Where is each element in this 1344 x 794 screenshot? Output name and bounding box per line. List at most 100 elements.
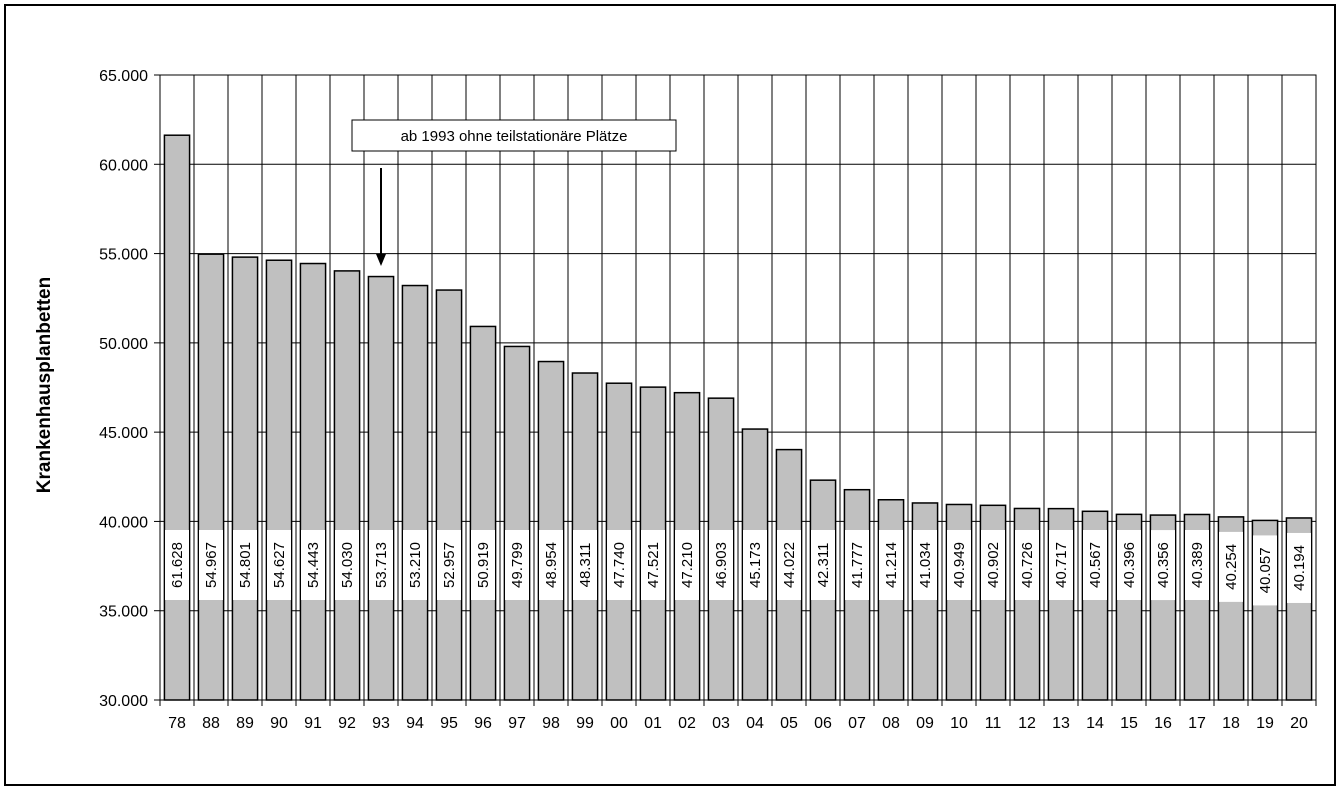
y-tick-label: 60.000 (99, 157, 148, 174)
data-label-box (845, 530, 869, 600)
bar (503, 345, 531, 701)
x-tick-label: 10 (950, 715, 968, 732)
data-label-box (981, 530, 1005, 600)
x-tick-label: 98 (542, 715, 560, 732)
data-label-box (1287, 532, 1311, 603)
data-label-box (403, 530, 427, 600)
bar (367, 275, 395, 701)
bar (401, 284, 429, 701)
x-tick-label: 05 (780, 715, 798, 732)
annotation-text: ab 1993 ohne teilstationäre Plätze (401, 128, 628, 145)
bar (299, 262, 327, 701)
data-label-box (947, 530, 971, 600)
data-label: 40.254 (1223, 544, 1240, 590)
x-tick-label: 15 (1120, 715, 1138, 732)
y-tick-label: 30.000 (99, 693, 148, 710)
x-tick-label: 99 (576, 715, 594, 732)
data-label: 40.356 (1155, 542, 1172, 588)
data-label: 40.902 (985, 542, 1002, 588)
data-label-box (267, 530, 291, 600)
x-tick-label: 91 (304, 715, 322, 732)
y-tick-label: 40.000 (99, 514, 148, 531)
data-label: 40.057 (1257, 547, 1274, 593)
data-label: 40.194 (1291, 545, 1308, 591)
data-label-box (573, 530, 597, 600)
data-label: 45.173 (747, 542, 764, 588)
data-label-box (1185, 530, 1209, 600)
x-tick-label: 12 (1018, 715, 1036, 732)
x-tick-label: 01 (644, 715, 662, 732)
data-label-box (335, 530, 359, 600)
x-tick-label: 90 (270, 715, 288, 732)
x-tick-label: 18 (1222, 715, 1240, 732)
y-axis-label: Krankenhausplanbetten (34, 277, 55, 493)
x-tick-label: 13 (1052, 715, 1070, 732)
data-label: 40.389 (1189, 542, 1206, 588)
data-label-box (811, 530, 835, 600)
data-label-box (1253, 535, 1277, 606)
x-tick-label: 17 (1188, 715, 1206, 732)
data-label-box (743, 530, 767, 600)
annotation-arrow-head (376, 254, 386, 266)
bar (469, 325, 497, 701)
data-label: 40.567 (1087, 542, 1104, 588)
data-label-box (1049, 530, 1073, 600)
data-label-box (777, 530, 801, 600)
x-tick-label: 16 (1154, 715, 1172, 732)
x-tick-label: 00 (610, 715, 628, 732)
data-label: 54.801 (237, 542, 254, 588)
data-label: 47.210 (679, 542, 696, 588)
bar (231, 256, 259, 701)
data-label-box (1015, 530, 1039, 600)
data-label-box (675, 530, 699, 600)
x-tick-label: 04 (746, 715, 764, 732)
data-label: 46.903 (713, 542, 730, 588)
data-label-box (301, 530, 325, 600)
data-label: 54.627 (271, 542, 288, 588)
x-tick-label: 11 (985, 715, 1002, 732)
data-label-box (1219, 531, 1243, 602)
data-label: 40.949 (951, 542, 968, 588)
x-tick-label: 93 (372, 715, 390, 732)
bar (197, 253, 225, 701)
data-label-box (471, 530, 495, 600)
data-label-box (165, 530, 189, 600)
data-label: 49.799 (509, 542, 526, 588)
x-tick-label: 02 (678, 715, 696, 732)
y-tick-label: 45.000 (99, 425, 148, 442)
x-tick-label: 96 (474, 715, 492, 732)
data-label: 47.521 (645, 542, 662, 588)
x-tick-label: 03 (712, 715, 730, 732)
data-label: 47.740 (611, 542, 628, 588)
data-label-box (879, 530, 903, 600)
data-label-box (1151, 530, 1175, 601)
x-tick-label: 09 (916, 715, 934, 732)
data-label: 40.726 (1019, 542, 1036, 588)
bar (265, 259, 293, 701)
data-label: 53.210 (407, 542, 424, 588)
data-label: 53.713 (373, 542, 390, 588)
data-label: 48.311 (577, 543, 594, 588)
data-label: 54.967 (203, 542, 220, 588)
data-label: 41.777 (849, 542, 866, 588)
data-label: 50.919 (475, 542, 492, 588)
x-tick-label: 95 (440, 715, 458, 732)
x-tick-label: 88 (202, 715, 220, 732)
x-tick-label: 78 (168, 715, 186, 732)
data-label: 54.030 (339, 542, 356, 588)
data-label: 40.717 (1053, 542, 1070, 588)
data-label-box (607, 530, 631, 600)
data-label: 52.957 (441, 542, 458, 588)
bar (435, 289, 463, 701)
x-tick-label: 19 (1256, 715, 1274, 732)
data-label: 40.396 (1121, 542, 1138, 588)
data-label-box (233, 530, 257, 600)
data-label: 54.443 (305, 542, 322, 588)
data-label: 41.034 (917, 542, 934, 588)
x-tick-label: 07 (848, 715, 866, 732)
x-tick-label: 97 (508, 715, 526, 732)
data-label: 48.954 (543, 542, 560, 588)
data-label-box (913, 530, 937, 600)
x-tick-label: 94 (406, 715, 424, 732)
